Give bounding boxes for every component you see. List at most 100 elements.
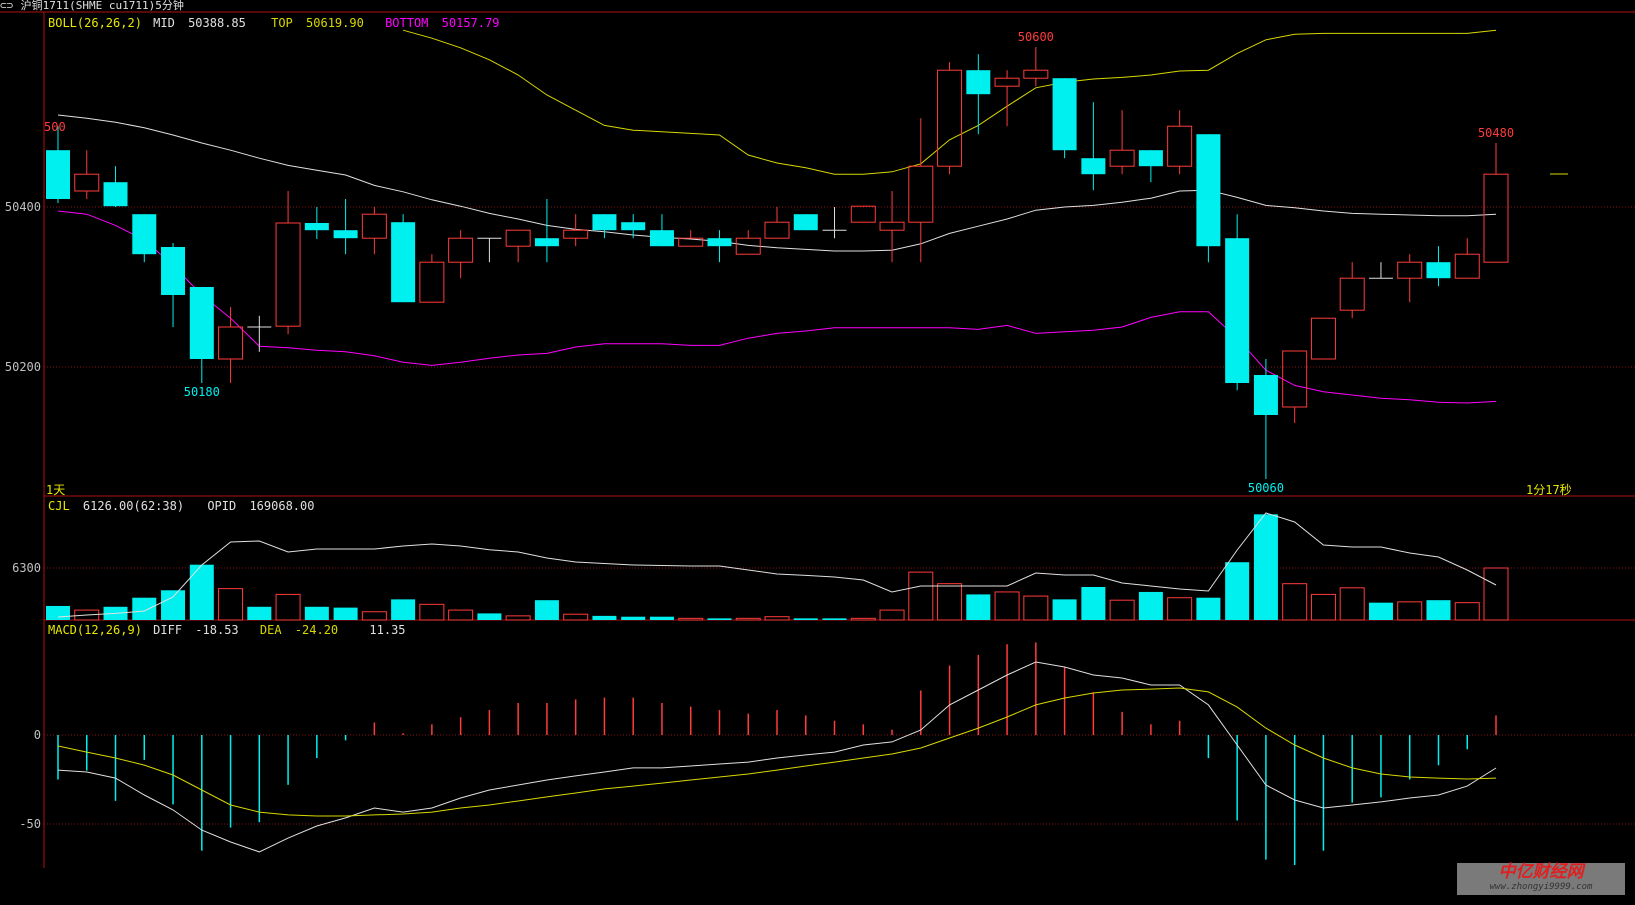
candle — [850, 205, 876, 223]
volume-bar-down — [1426, 600, 1451, 620]
candle-body-up — [275, 222, 301, 327]
mid-label: MID — [153, 16, 175, 30]
watermark: 中亿财经网 www.zhongyi9999.com — [1457, 863, 1625, 895]
candle-body-up — [1023, 69, 1049, 79]
candle-body-up — [563, 229, 589, 239]
candle — [1253, 359, 1278, 479]
volume-tick: 6300 — [12, 561, 41, 575]
candle — [1225, 214, 1250, 391]
candle-body-up — [994, 77, 1020, 87]
candle — [1426, 246, 1451, 287]
volume-bar-down — [1081, 586, 1106, 620]
volume-bar-down — [1196, 597, 1221, 620]
volume-bar-up — [505, 615, 531, 621]
candle-body-up — [850, 205, 876, 223]
candle-body-up — [879, 221, 905, 231]
diff-value: -18.53 — [195, 623, 239, 637]
candle-body-up — [419, 261, 445, 303]
candle — [361, 207, 387, 255]
top-label: TOP — [271, 16, 293, 30]
candle — [678, 230, 704, 247]
volume-bar-down — [534, 600, 559, 620]
volume-bar-up — [361, 611, 387, 621]
volume-bar-down — [1138, 591, 1163, 620]
volume-bar-up — [1454, 602, 1480, 621]
candle-body-up — [1109, 149, 1135, 167]
price-panel: 500 50180 50600 50060 50480 — [44, 29, 1514, 495]
candle — [477, 237, 502, 263]
candle-body-up — [678, 237, 704, 247]
price-annotation: 50060 — [1248, 481, 1284, 495]
candle — [937, 62, 963, 175]
candle — [1109, 110, 1135, 175]
volume-header: CJL 6126.00(62:38) OPID 169068.00 — [48, 499, 314, 513]
candle-body-down — [1052, 78, 1077, 151]
volume-bar-down — [649, 616, 674, 620]
candle-body-down — [1081, 158, 1106, 175]
boll-top-line — [402, 29, 1497, 175]
price-annotation: 50480 — [1478, 126, 1514, 140]
volume-bar-up — [1310, 593, 1336, 621]
volume-bar-up — [1167, 597, 1193, 621]
candle — [304, 207, 329, 239]
candle — [1167, 110, 1193, 175]
volume-bar-down — [161, 590, 186, 620]
candle-body-down — [649, 230, 674, 247]
candle-body-up — [218, 326, 244, 360]
candle — [1196, 134, 1221, 263]
candle — [621, 214, 646, 239]
candle — [74, 150, 100, 199]
candle-body-up — [937, 69, 963, 167]
candle — [189, 287, 214, 383]
watermark-brand: 中亿财经网 — [1498, 862, 1584, 882]
candle-body-up — [1483, 173, 1509, 263]
candle-body-up — [1310, 317, 1336, 360]
price-tick: 50400 — [5, 200, 41, 214]
boll-name: BOLL(26,26,2) — [48, 16, 142, 30]
candle — [793, 214, 818, 231]
volume-bar-down — [793, 618, 818, 620]
volume-bar-up — [1339, 587, 1365, 621]
cjl-value: 6126.00(62:38) — [82, 499, 185, 513]
volume-bar-down — [1225, 562, 1250, 620]
candle-body-down — [793, 214, 818, 231]
candle — [735, 230, 761, 255]
candle-body-up — [74, 173, 100, 192]
candle — [1282, 350, 1308, 423]
candle — [161, 243, 186, 327]
volume-bar-up — [994, 591, 1020, 621]
countdown-label: 1分17秒 — [1526, 483, 1572, 497]
candle-body-down — [534, 238, 559, 247]
volume-bar-up — [563, 613, 589, 621]
volume-bar-down — [1052, 599, 1077, 620]
candle — [1397, 254, 1423, 303]
candle — [1339, 262, 1365, 319]
volume-bar-down — [247, 606, 272, 620]
candle — [505, 229, 531, 263]
volume-bar-down — [707, 618, 732, 620]
volume-bar-down — [1253, 514, 1278, 620]
cjl-label: CJL — [48, 499, 70, 513]
candle — [46, 126, 70, 203]
bottom-value: 50157.79 — [441, 16, 500, 30]
macd-name: MACD(12,26,9) — [48, 623, 142, 637]
candle — [275, 191, 301, 335]
candle-body-up — [1282, 350, 1308, 408]
candle — [333, 199, 358, 255]
candle-body-down — [1138, 150, 1163, 167]
volume-bar-down — [333, 607, 358, 620]
bottom-label: BOTTOM — [385, 16, 429, 30]
candle — [534, 199, 559, 263]
candle — [592, 214, 617, 239]
candle-body-down — [161, 247, 186, 295]
volume-bar-up — [419, 603, 445, 621]
macd-header: MACD(12,26,9) DIFF -18.53 DEA -24.20 11.… — [48, 623, 406, 637]
volume-bar-up — [218, 588, 244, 621]
volume-ma-line — [57, 512, 1497, 618]
volume-bar-down — [189, 564, 214, 620]
candle — [764, 207, 790, 239]
candle-body-down — [46, 150, 70, 199]
candle — [448, 230, 474, 279]
dea-line — [57, 687, 1497, 817]
